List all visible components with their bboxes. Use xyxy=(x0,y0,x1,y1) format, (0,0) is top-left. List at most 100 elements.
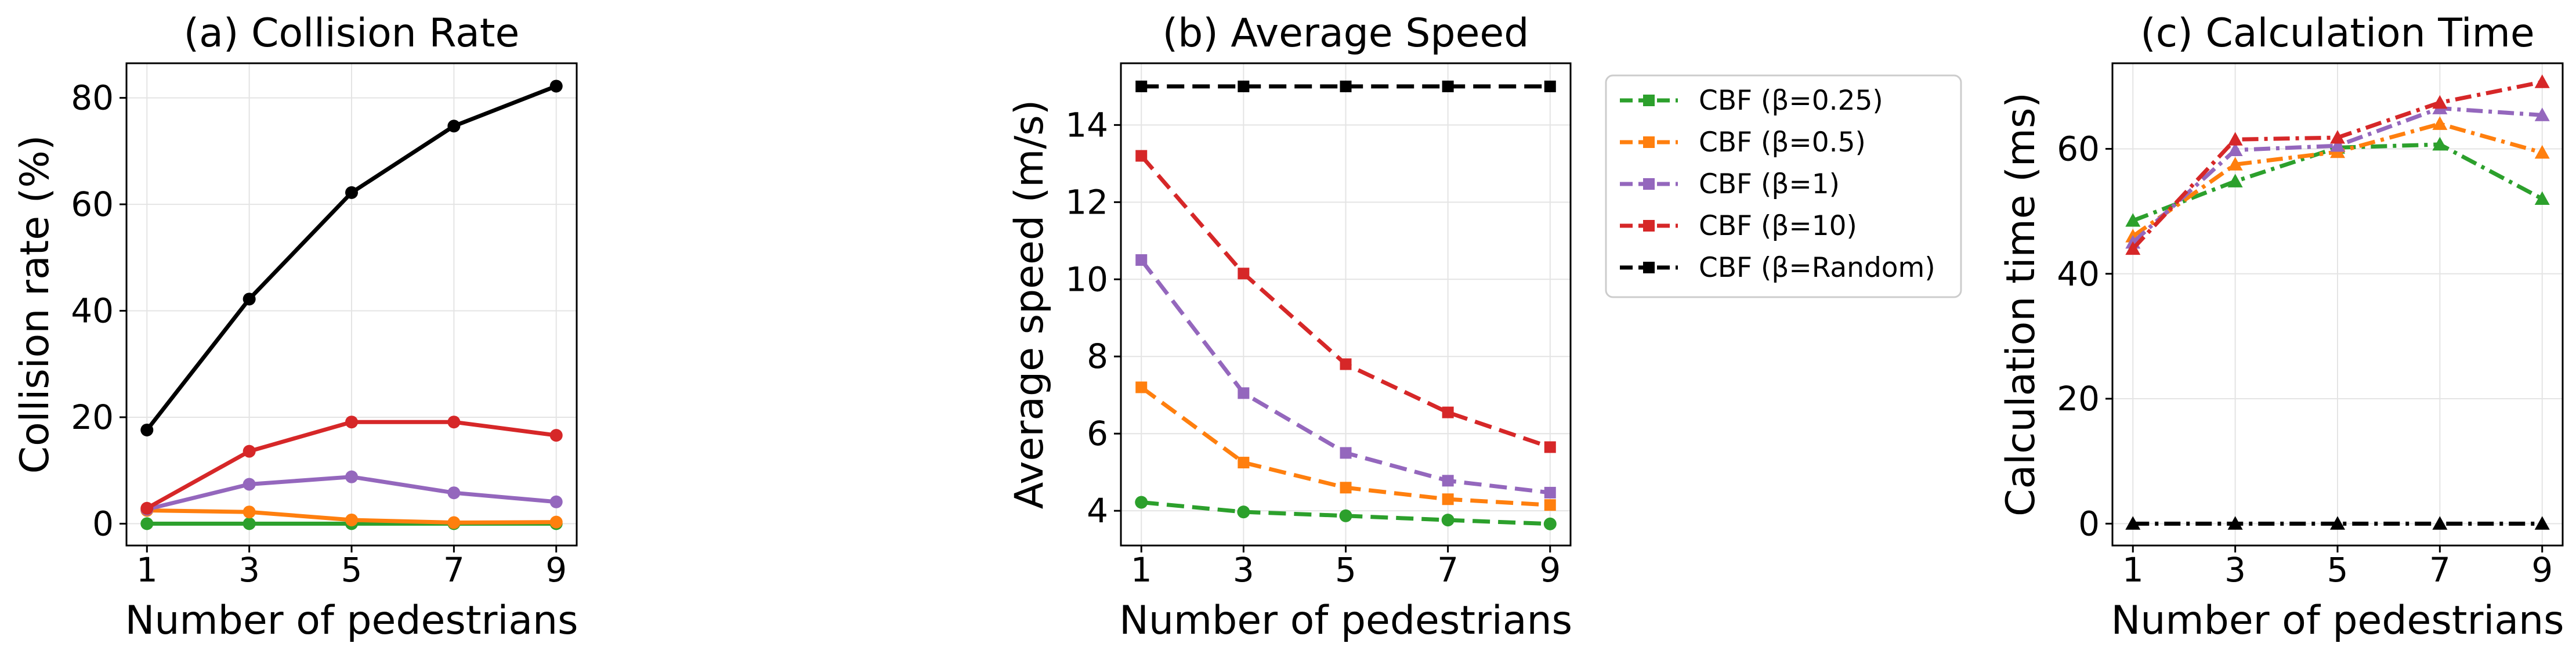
x-tick-label: 7 xyxy=(443,550,465,590)
data-point xyxy=(2125,516,2141,530)
x-tick-label: 9 xyxy=(545,550,567,590)
data-point xyxy=(447,516,461,529)
x-tick-label: 9 xyxy=(1539,550,1561,590)
data-point xyxy=(447,120,461,133)
y-tick-label: 60 xyxy=(2057,129,2100,168)
y-tick-label: 20 xyxy=(71,398,114,437)
data-point xyxy=(345,470,358,483)
legend-box xyxy=(1605,74,1962,298)
data-point xyxy=(140,517,154,530)
data-point xyxy=(1237,505,1250,519)
data-point xyxy=(1543,517,1557,530)
data-point xyxy=(1442,80,1454,92)
y-tick-label: 10 xyxy=(1065,259,1108,299)
y-tick-label: 6 xyxy=(1087,414,1108,453)
data-point xyxy=(2227,142,2243,157)
data-point xyxy=(2125,213,2141,227)
data-point xyxy=(1135,254,1148,266)
data-point xyxy=(2432,95,2448,109)
data-point xyxy=(1135,80,1148,92)
data-point xyxy=(1544,499,1556,511)
data-point xyxy=(2534,74,2550,88)
series-line-3 xyxy=(2131,106,2542,244)
x-tick-label: 5 xyxy=(2327,550,2349,590)
chart-panel-2: 1 3 5 7 9 4 6 8 10 12 14 (b) Average Speed Number of… xyxy=(1007,10,1572,644)
data-point xyxy=(1339,509,1352,522)
y-tick-label: 80 xyxy=(71,78,114,118)
x-tick-label: 5 xyxy=(341,550,363,590)
data-point xyxy=(1135,150,1148,162)
x-tick-label: 3 xyxy=(238,550,260,590)
x-tick-label: 3 xyxy=(2224,550,2246,590)
y-tick-label: 0 xyxy=(2078,504,2100,543)
data-point xyxy=(2534,516,2550,530)
data-point xyxy=(2227,157,2243,171)
legend-entry: CBF (β=0.25) xyxy=(1699,85,1883,117)
data-point xyxy=(1442,475,1454,487)
data-point xyxy=(549,429,563,442)
x-axis-label: Number of pedestrians xyxy=(2111,598,2564,644)
x-tick-label: 7 xyxy=(2429,550,2451,590)
data-point xyxy=(2534,145,2550,159)
data-point xyxy=(2534,107,2550,121)
series-line-1 xyxy=(2132,142,2544,223)
data-point xyxy=(1442,493,1454,505)
y-tick-label: 12 xyxy=(1065,182,1108,222)
legend-swatch-marker xyxy=(1643,95,1655,106)
data-point xyxy=(2227,516,2243,530)
data-point xyxy=(549,495,563,508)
x-tick-label: 5 xyxy=(1335,550,1356,590)
data-point xyxy=(2330,138,2345,152)
y-tick-label: 40 xyxy=(71,291,114,331)
y-tick-label: 8 xyxy=(1087,337,1108,376)
data-point xyxy=(1340,447,1352,459)
x-tick-label: 7 xyxy=(1437,550,1459,590)
data-point xyxy=(345,513,358,526)
data-point xyxy=(345,186,358,199)
data-point xyxy=(1441,514,1455,527)
y-axis-label: Collision rate (%) xyxy=(12,135,58,474)
data-point xyxy=(1238,387,1250,399)
chart-title: (a) Collision Rate xyxy=(184,10,520,56)
data-point xyxy=(1238,457,1250,469)
data-point xyxy=(447,416,461,429)
y-tick-label: 0 xyxy=(92,504,114,543)
y-tick-label: 4 xyxy=(1087,491,1108,530)
x-tick-label: 1 xyxy=(2122,550,2144,590)
data-point xyxy=(1340,482,1352,494)
data-point xyxy=(1544,441,1556,453)
legend: CBF (β=0.25) CBF (β=0.5) CBF (β=1) CBF (β=1… xyxy=(1605,74,1962,298)
chart-title: (b) Average Speed xyxy=(1163,10,1529,56)
x-tick-label: 9 xyxy=(2531,550,2553,590)
legend-swatch-marker xyxy=(1643,220,1655,232)
data-point xyxy=(549,515,563,529)
data-point xyxy=(549,80,563,93)
data-point xyxy=(1135,381,1148,393)
x-axis-label: Number of pedestrians xyxy=(1119,598,1572,644)
data-point xyxy=(2432,116,2448,130)
data-point xyxy=(2125,241,2141,255)
y-axis-label: Calculation time (ms) xyxy=(1998,92,2044,516)
data-point xyxy=(2330,130,2345,144)
data-point xyxy=(1544,486,1556,499)
chart-title: (c) Calculation Time xyxy=(2140,10,2534,56)
data-point xyxy=(243,292,256,306)
y-tick-label: 14 xyxy=(1065,105,1108,145)
data-point xyxy=(243,505,256,519)
y-tick-label: 40 xyxy=(2057,254,2100,294)
data-point xyxy=(243,478,256,491)
data-point xyxy=(2227,132,2243,146)
x-tick-label: 3 xyxy=(1233,550,1254,590)
data-point xyxy=(447,486,461,500)
x-tick-label: 1 xyxy=(136,550,158,590)
data-point xyxy=(1238,268,1250,280)
legend-entry: CBF (β=0.5) xyxy=(1699,127,1866,158)
data-point xyxy=(2432,516,2448,530)
legend-swatch-marker xyxy=(1643,178,1655,190)
data-point xyxy=(243,517,256,530)
data-point xyxy=(2432,136,2448,151)
y-axis-label: Average speed (m/s) xyxy=(1007,100,1052,510)
data-point xyxy=(1442,406,1454,418)
x-axis-label: Number of pedestrians xyxy=(125,598,578,644)
